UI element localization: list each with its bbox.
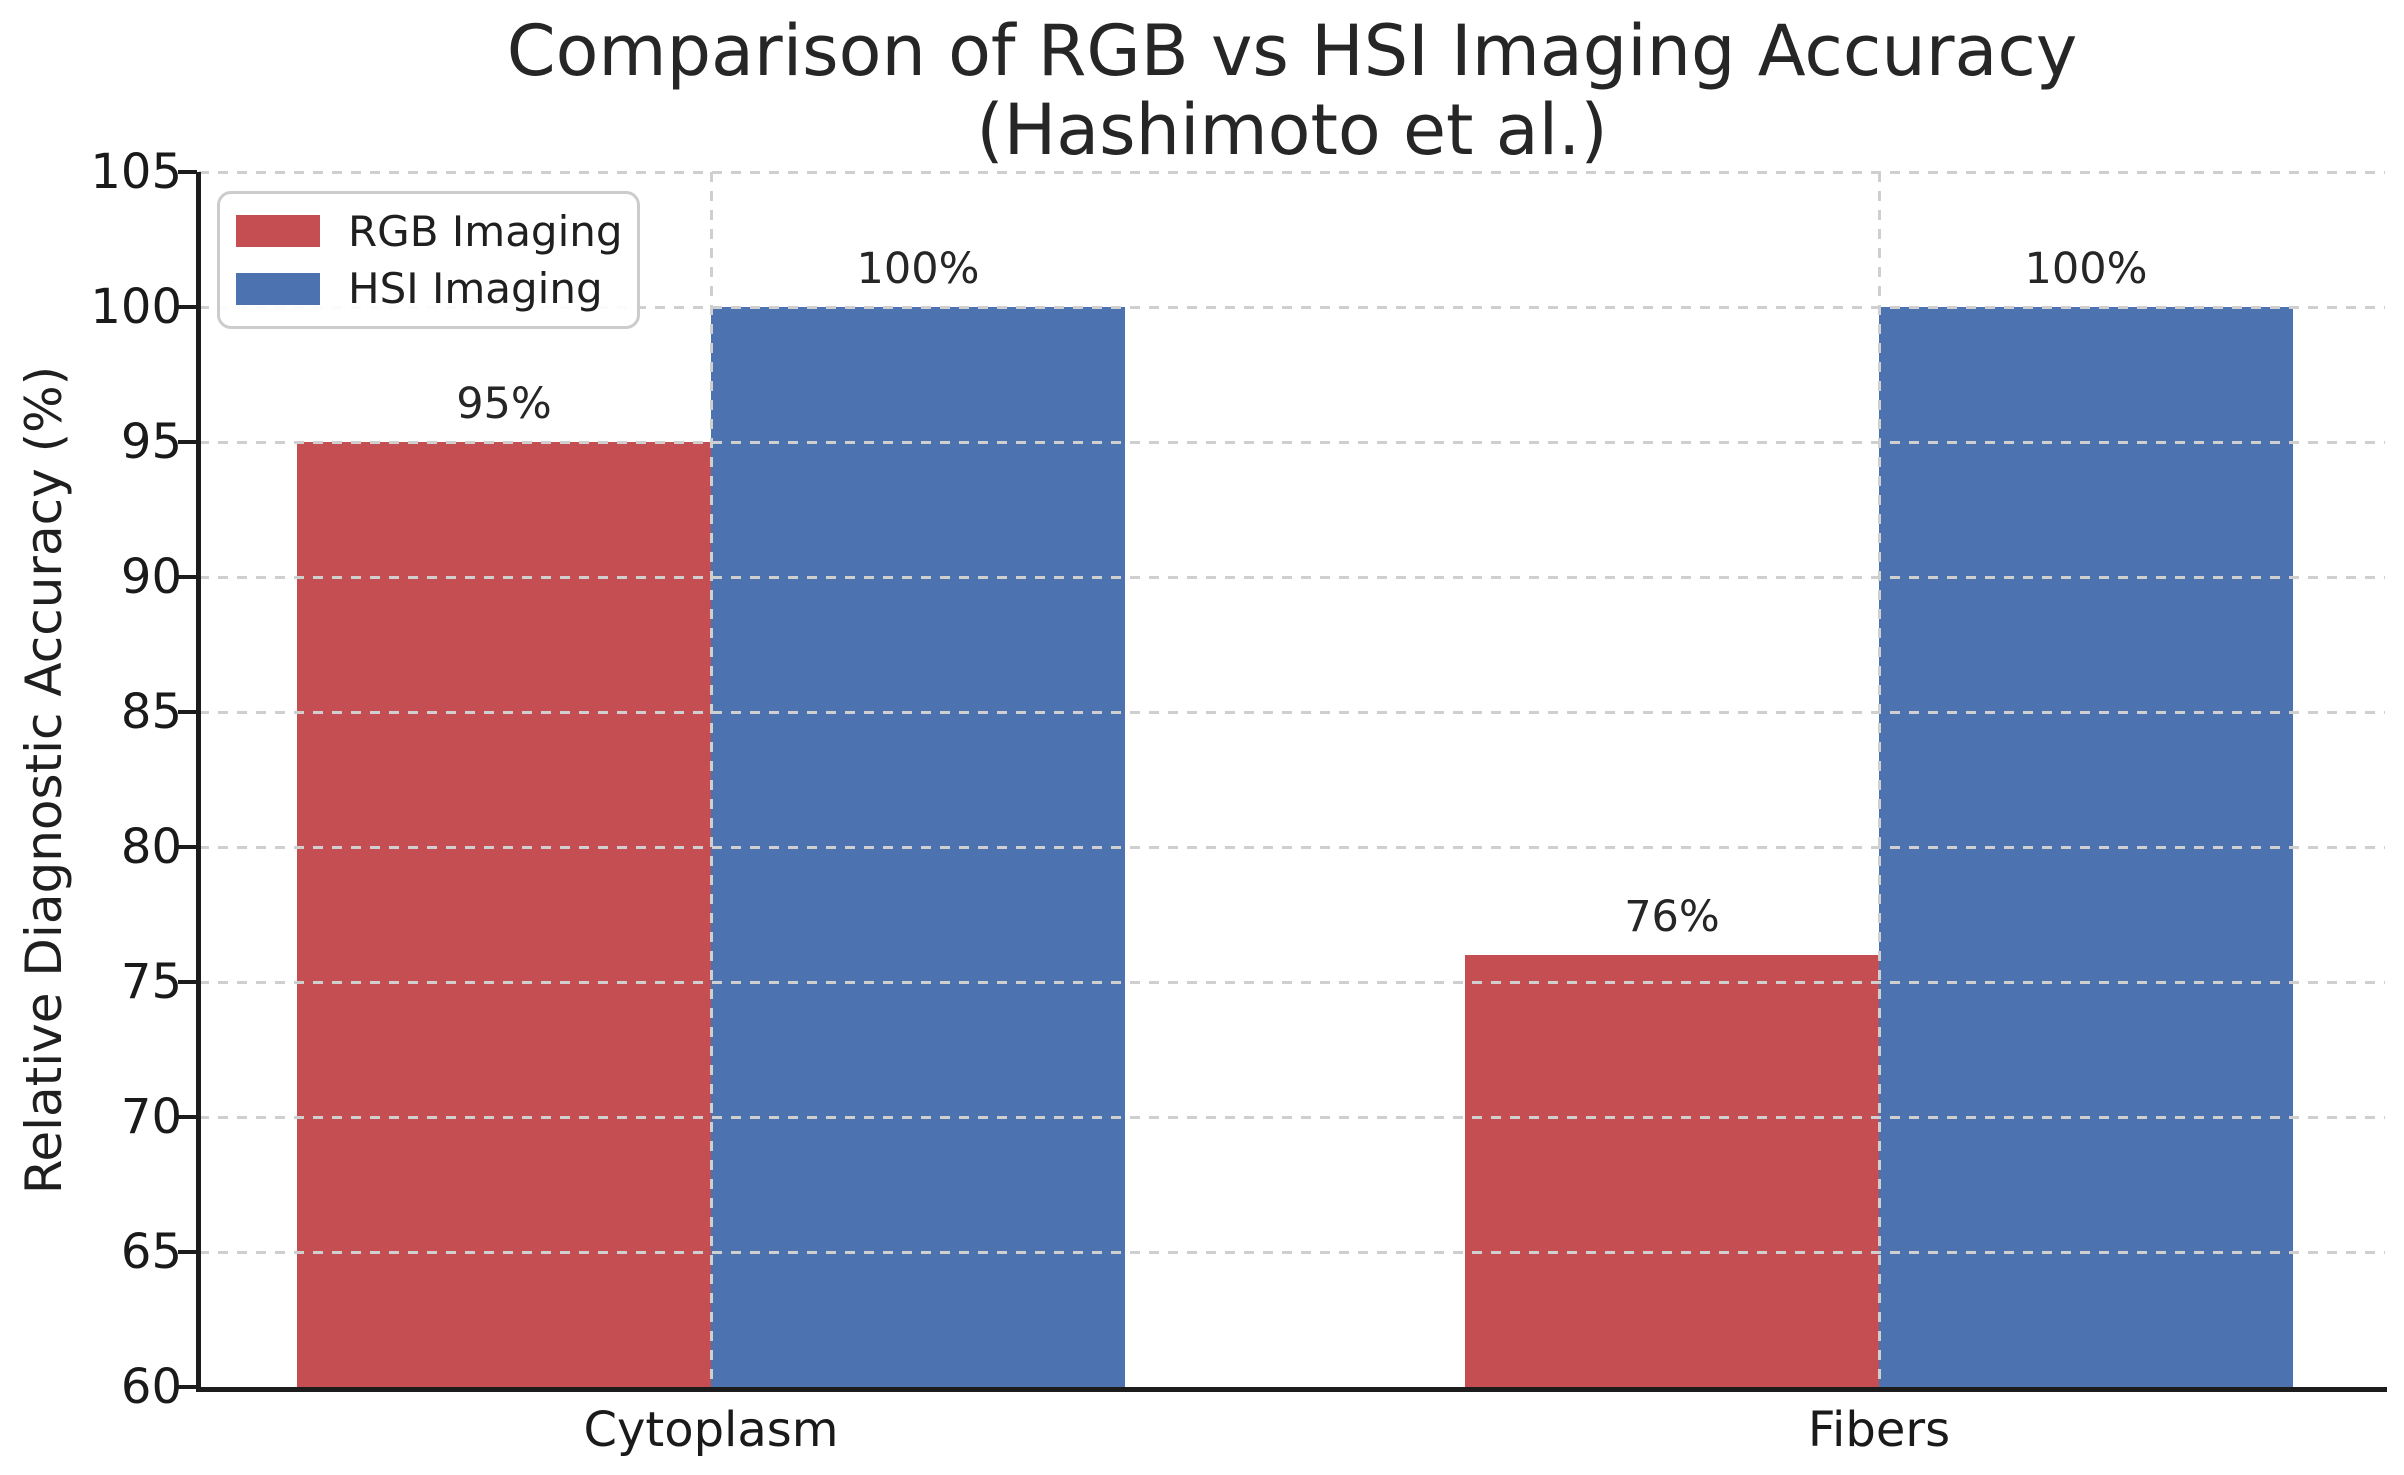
- bar-value-label: 76%: [1624, 892, 1720, 942]
- bottom-spine: [196, 1387, 2387, 1392]
- rgb-series-swatch-icon: [236, 215, 320, 248]
- h-gridline-85: [199, 711, 2385, 714]
- h-gridline-95: [199, 441, 2385, 444]
- y-axis-label: Relative Diagnostic Accuracy (%): [15, 365, 73, 1195]
- chart-title: Comparison of RGB vs HSI Imaging Accurac…: [199, 12, 2385, 170]
- y-tick-label-65: 65: [120, 1224, 182, 1280]
- y-tick-100: [178, 305, 197, 309]
- y-tick-85: [178, 710, 197, 714]
- legend: RGB Imaging HSI Imaging: [217, 191, 640, 329]
- y-tick-label-75: 75: [120, 954, 182, 1010]
- bar-value-label: 95%: [456, 379, 552, 429]
- x-tick-label-fibers: Fibers: [1807, 1402, 1951, 1458]
- h-gridline-70: [199, 1116, 2385, 1119]
- y-tick-label-105: 105: [90, 144, 182, 200]
- y-tick-60: [178, 1385, 197, 1389]
- y-tick-105: [178, 170, 197, 174]
- bar-value-label: 100%: [856, 244, 980, 294]
- y-tick-65: [178, 1250, 197, 1254]
- y-tick-80: [178, 845, 197, 849]
- left-spine: [196, 172, 201, 1392]
- h-gridline-105: [199, 171, 2385, 174]
- bar-rgb-cytoplasm: [297, 442, 711, 1387]
- legend-item-hsi: HSI Imaging: [236, 264, 621, 313]
- bar-value-label: 100%: [2024, 244, 2148, 294]
- v-gridline-cytoplasm: [710, 172, 713, 1387]
- y-tick-label-80: 80: [120, 819, 182, 875]
- h-gridline-80: [199, 846, 2385, 849]
- chart-title-line-1: Comparison of RGB vs HSI Imaging Accurac…: [506, 10, 2078, 92]
- h-gridline-75: [199, 981, 2385, 984]
- h-gridline-100: [199, 306, 2385, 309]
- y-tick-label-90: 90: [120, 549, 182, 605]
- y-tick-label-95: 95: [120, 414, 182, 470]
- y-tick-75: [178, 980, 197, 984]
- y-tick-70: [178, 1115, 197, 1119]
- hsi-series-swatch-icon: [236, 272, 320, 305]
- legend-item-rgb: RGB Imaging: [236, 206, 623, 256]
- y-tick-label-100: 100: [90, 279, 182, 335]
- h-gridline-65: [199, 1251, 2385, 1254]
- legend-label-rgb: RGB Imaging: [348, 206, 623, 256]
- bar-rgb-fibers: [1465, 955, 1879, 1387]
- y-tick-label-85: 85: [120, 684, 182, 740]
- v-gridline-fibers: [1878, 172, 1881, 1387]
- h-gridline-90: [199, 576, 2385, 579]
- legend-label-hsi: HSI Imaging: [348, 264, 603, 314]
- y-tick-label-60: 60: [120, 1359, 182, 1415]
- y-tick-95: [178, 440, 197, 444]
- y-tick-label-70: 70: [120, 1089, 182, 1145]
- chart-title-line-2: (Hashimoto et al.): [976, 89, 1608, 171]
- x-tick-label-cytoplasm: Cytoplasm: [583, 1402, 839, 1458]
- y-tick-90: [178, 575, 197, 579]
